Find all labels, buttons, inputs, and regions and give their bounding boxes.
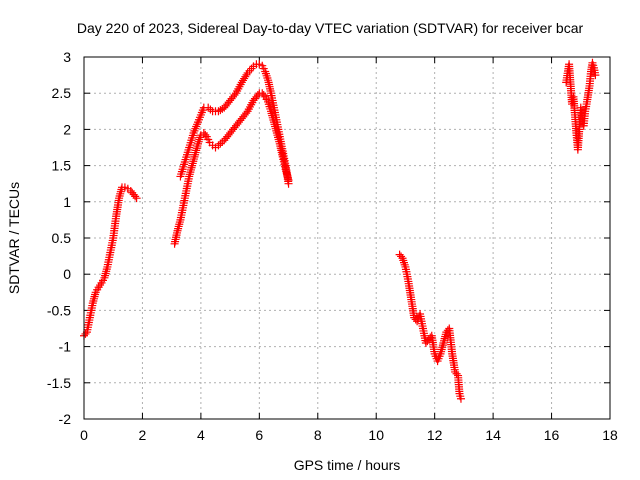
y-tick-label: 2 bbox=[63, 121, 71, 137]
data-point bbox=[214, 141, 223, 150]
y-tick-label: 0.5 bbox=[52, 230, 72, 246]
data-point-interp bbox=[247, 64, 256, 73]
y-tick-label: -0.5 bbox=[47, 302, 71, 318]
x-tick-label: 12 bbox=[427, 427, 443, 443]
series-track-2-lower bbox=[170, 89, 293, 248]
data-points bbox=[80, 58, 600, 403]
y-tick-label: -1.5 bbox=[47, 375, 71, 391]
plot-frame bbox=[83, 56, 611, 420]
y-tick-label: -2 bbox=[59, 411, 72, 427]
x-tick-label: 14 bbox=[485, 427, 501, 443]
data-point bbox=[456, 394, 465, 403]
y-axis-label: SDTVAR / TECUs bbox=[6, 182, 22, 294]
x-tick-label: 18 bbox=[602, 427, 618, 443]
data-point-interp bbox=[452, 369, 461, 378]
x-tick-label: 0 bbox=[80, 427, 88, 443]
data-point-interp bbox=[399, 256, 408, 265]
axis-ticks: 0 2 4 6 8 10 12 14 16 18 -2 -1.5 -1 -0.5 0 0.5 1 1.5 2 2.5 3 bbox=[47, 49, 618, 443]
x-tick-label: 2 bbox=[139, 427, 147, 443]
data-point-interp bbox=[218, 137, 227, 146]
data-point-interp bbox=[216, 139, 225, 148]
data-point bbox=[193, 139, 202, 148]
y-tick-label: 1.5 bbox=[52, 158, 72, 174]
data-point-interp bbox=[194, 137, 203, 146]
data-point bbox=[132, 194, 141, 203]
chart-title: Day 220 of 2023, Sidereal Day-to-day VTE… bbox=[77, 20, 584, 36]
data-point-interp bbox=[261, 69, 270, 78]
data-point-interp bbox=[131, 192, 140, 201]
data-point-interp bbox=[400, 260, 409, 269]
series-track-1 bbox=[80, 183, 141, 340]
data-point-interp bbox=[242, 70, 251, 79]
x-axis-label: GPS time / hours bbox=[294, 457, 401, 473]
series-track-3 bbox=[395, 250, 465, 403]
data-point-interp bbox=[206, 105, 215, 114]
data-point bbox=[591, 71, 600, 80]
y-tick-label: 1 bbox=[63, 194, 71, 210]
data-point-interp bbox=[81, 329, 90, 338]
data-point-interp bbox=[201, 130, 210, 139]
x-tick-label: 6 bbox=[255, 427, 263, 443]
series-track-4 bbox=[562, 58, 600, 154]
y-tick-label: 3 bbox=[63, 49, 71, 65]
data-point bbox=[284, 176, 293, 185]
data-point-interp bbox=[262, 71, 271, 80]
y-tick-label: 0 bbox=[63, 266, 71, 282]
x-tick-label: 8 bbox=[314, 427, 322, 443]
y-tick-label: 2.5 bbox=[52, 85, 72, 101]
y-tick-label: -1 bbox=[59, 339, 72, 355]
x-tick-label: 4 bbox=[197, 427, 205, 443]
data-point-interp bbox=[195, 135, 204, 144]
x-tick-label: 16 bbox=[544, 427, 560, 443]
data-point-interp bbox=[259, 91, 268, 100]
data-point-interp bbox=[263, 73, 272, 82]
x-tick-label: 10 bbox=[368, 427, 384, 443]
grid-lines bbox=[84, 57, 610, 419]
